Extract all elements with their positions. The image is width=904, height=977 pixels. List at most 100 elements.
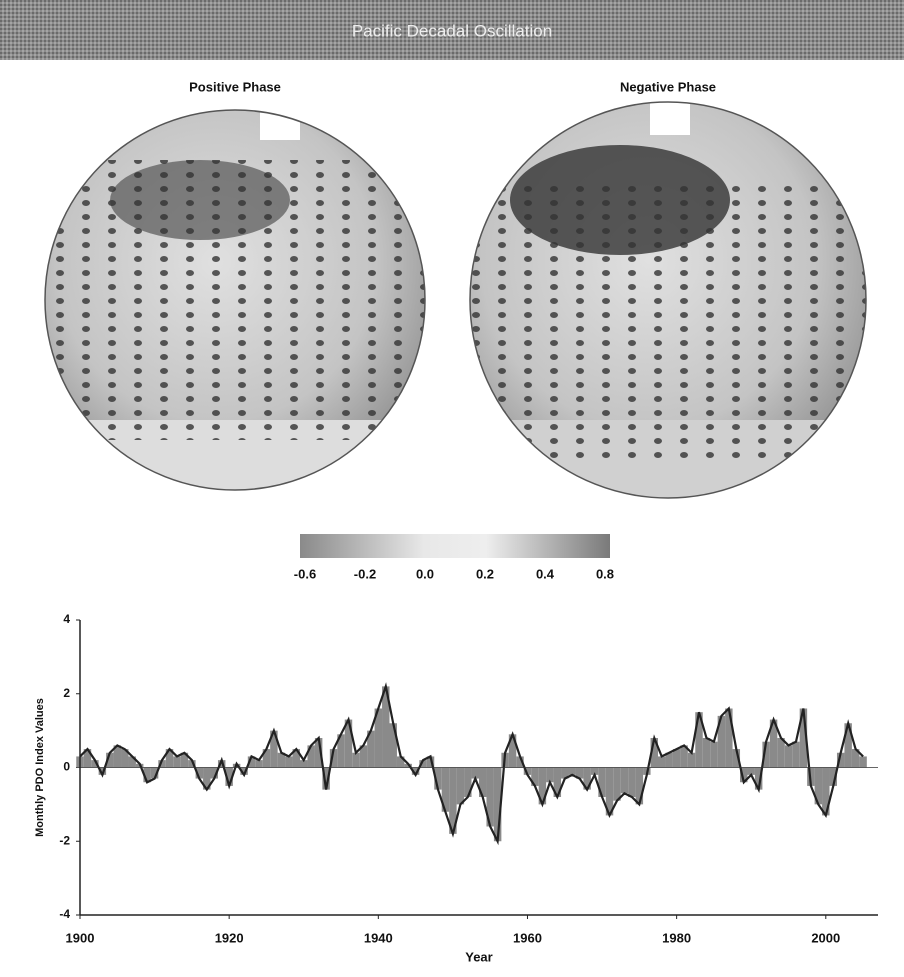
area-bar [531,767,539,786]
area-bar [479,767,487,797]
area-bar [158,760,166,768]
y-axis-label: Monthly PDO Index Values [34,698,46,837]
area-bar [150,767,159,779]
area-bar [210,767,218,779]
area-bar [740,767,748,783]
area-bar [382,686,390,768]
area-bar [725,708,733,768]
area-bar [687,752,696,768]
colorbar-label: 0.8 [596,566,614,581]
area-bar [322,767,330,790]
area-bar [307,745,315,768]
plot: -4 -2 0 2 4 1900 1920 1940 1960 1980 2000 Year Month… [34,612,878,964]
colorbar-label: -0.2 [354,566,376,581]
area-bar [702,738,711,768]
area-bar [270,730,278,768]
area-bar [367,730,375,768]
area-bar [672,749,681,768]
x-axis-label: Year [465,949,492,964]
area-bar [568,767,576,775]
area-bar [486,767,494,827]
globe-map [470,102,866,498]
map-title: Negative Phase [620,79,716,94]
area-bar [777,738,785,768]
area-bar [329,749,338,768]
area-bar [732,749,741,768]
area-bar [441,767,450,812]
area-bar [240,767,248,775]
index-line [79,682,864,846]
x-tick-label: 1920 [215,930,244,945]
area-bar [822,767,830,816]
area-bar [635,767,644,805]
area-bar [411,767,420,775]
area-bar [620,767,629,794]
area-bar [613,767,621,801]
y-tick-label: 4 [63,612,70,626]
area-bar [657,756,666,768]
area-bar [769,719,778,768]
x-tick-label: 2000 [811,930,840,945]
area-bar [508,734,517,768]
y-tick-label: -2 [59,833,70,847]
header-bar [0,0,904,60]
area-bar [426,756,435,768]
area-bar [121,749,129,768]
area-bar [695,712,703,768]
area-bar [419,760,427,768]
area-bar [493,767,502,842]
area-bar [717,715,726,768]
area-bar [91,760,99,768]
x-tick-label: 1960 [513,930,542,945]
area-bar [829,767,837,786]
area-bar [583,767,591,790]
globe-map [45,110,425,490]
area-bar [784,745,793,768]
area-bar [277,752,286,768]
area-bar [300,760,308,768]
map-title: Positive Phase [189,79,281,94]
area-bar [225,767,233,786]
area-bar [374,708,383,768]
colorbar-label: 0.4 [536,566,555,581]
area-bar [292,749,301,768]
area-bar [628,767,636,797]
area-bar [516,756,524,768]
area-bar [188,760,196,768]
area-bar [337,734,345,768]
area-bar [285,756,293,768]
area-bar [180,752,189,768]
area-bar [523,767,532,775]
area-bar [247,756,256,768]
area-bar [799,708,808,768]
area-bar [590,767,599,775]
area-bar [83,749,92,768]
area-bar [762,741,770,768]
area-bar [456,767,465,805]
area-bar [352,752,360,768]
area-bar [396,756,405,768]
area-bar [561,767,569,779]
y-tick-label: -4 [59,907,70,921]
area-bar [575,767,584,779]
colorbar-label: 0.0 [416,566,434,581]
area-bar [106,752,114,768]
area-bar [650,738,658,768]
area-bar [680,745,688,768]
globe-outline [44,109,426,491]
area-bar [434,767,442,790]
colorbar-label: 0.2 [476,566,494,581]
area-bar [747,767,755,775]
area-bar [814,767,823,805]
colorbar [300,534,610,558]
figure-title: Pacific Decadal Oscillation [352,21,552,40]
area-bar [598,767,606,797]
area-bar [165,749,174,768]
area-bar [128,756,136,768]
area-bar [471,767,479,779]
area-bar [173,756,181,768]
area-bar [844,723,852,768]
area-bar [538,767,547,805]
globe-outline [469,101,867,499]
